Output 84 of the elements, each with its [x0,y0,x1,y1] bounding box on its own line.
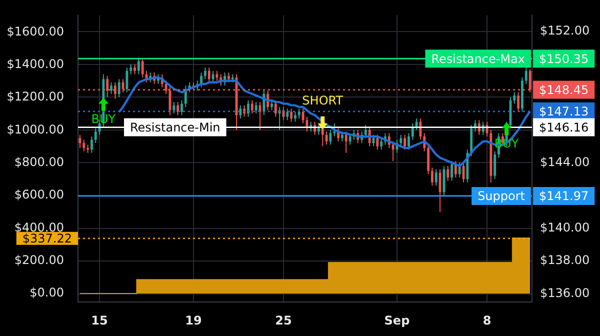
candlestick [446,165,450,182]
y2-tick-label: $140.00 [540,220,590,234]
point [502,122,512,136]
candlestick [333,122,336,137]
candlestick [364,124,367,139]
y2-tick-label: $146.16 [539,120,589,134]
candlestick [247,100,250,118]
candlestick [317,124,320,136]
candlestick [78,134,82,148]
x-tick-label: 25 [275,313,292,328]
x-tick-label: 19 [185,313,202,328]
candlestick [208,67,210,83]
candlestick [302,108,304,124]
candlestick [130,64,132,75]
candlestick [450,160,453,182]
candlestick [110,82,112,94]
candlestick [513,92,516,104]
candlestick [290,108,293,122]
candlestick [176,102,180,116]
candlestick [442,165,446,196]
y2-tick-label: $152.00 [540,24,590,38]
y-tick-label: $1000.00 [6,122,64,136]
x-tick-label: Sep [384,313,410,328]
candlestick [524,67,528,85]
y-tick-label: $800.00 [14,154,64,169]
y2-tick-label: $147.13 [539,104,589,119]
candlestick [90,136,93,154]
y2-tick-label: $148.45 [539,82,589,97]
ref-line-label: Support [478,189,526,204]
candlestick [134,64,136,75]
candlestick [434,168,438,186]
candlestick [380,138,383,150]
candlestick [430,167,434,186]
candlestick [137,57,140,75]
ref-line-label: Resistance-Min [130,120,220,134]
y-tick-label: $1400.00 [6,56,64,71]
y-tick-label: $1200.00 [6,90,64,104]
point [98,98,108,111]
candlestick [270,100,273,111]
y2-tick-label: $138.00 [540,253,590,268]
y2-tick-label: $141.97 [539,189,589,204]
y-tick-label: $0.00 [30,286,64,300]
ref-line-label: $337.22 [22,232,72,246]
y-tick-label: $1600.00 [6,24,64,38]
candlestick [180,100,183,116]
candlestick [404,134,406,150]
candlestick [254,102,258,114]
candlestick [427,144,430,175]
candlestick [329,129,332,146]
candlestick [216,70,218,82]
candlestick [227,72,230,83]
candlestick [82,139,86,152]
y-tick-label: $600.00 [14,188,64,202]
y2-tick-label: $150.35 [539,52,589,66]
candlestick [298,108,300,119]
candlestick [344,131,348,154]
candlestick [392,140,394,162]
ref-line-label: Resistance-Max [431,52,526,66]
x-tick-label: 15 [91,313,108,328]
candlestick [126,67,128,93]
candlestick [239,104,242,119]
data-label: SHORT [302,93,344,108]
point [318,116,328,130]
candlestick [419,118,422,140]
candlestick [408,132,410,150]
candlestick [340,131,344,142]
candlestick [204,67,206,80]
candlestick [400,134,402,147]
candlestick [94,128,97,144]
candlestick [141,58,144,78]
candlestick [494,150,496,180]
x-tick-label: 8 [482,313,492,328]
y-tick-label: $400.00 [14,220,64,234]
candlestick [118,78,120,98]
y2-tick-label: $144.00 [540,154,590,169]
candlestick [274,100,277,118]
candlestick [172,102,176,114]
candlestick [294,111,296,122]
candlestick [286,108,289,121]
candlestick [250,100,254,114]
y-tick-label: $200.00 [14,252,64,267]
y2-tick-label: $136.00 [540,286,590,300]
candlestick [415,118,418,130]
candlestick [376,134,379,150]
